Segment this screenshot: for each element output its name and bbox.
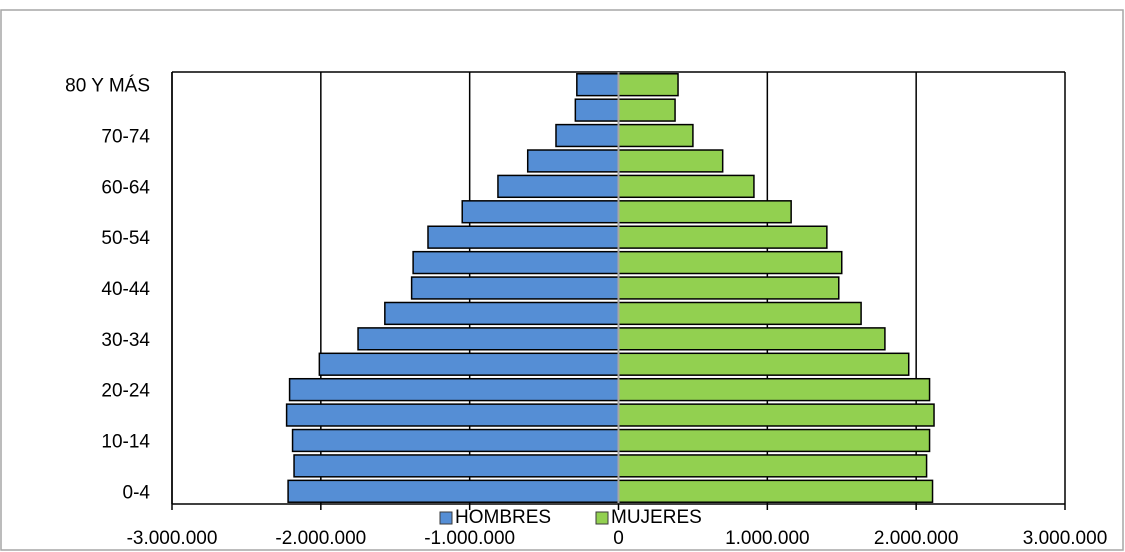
- x-tick-label: 1.000.000: [725, 528, 810, 549]
- bar-hombres-9: [412, 250, 620, 275]
- category-label: 40-44: [101, 279, 150, 300]
- bars: [285, 73, 935, 503]
- x-tick-label: -2.000.000: [275, 528, 366, 549]
- legend: HOMBRES MUJERES: [439, 507, 702, 528]
- bar-mujeres-8: [617, 276, 840, 300]
- bar-mujeres-11: [617, 200, 792, 224]
- x-tick-label: 2.000.000: [874, 528, 959, 549]
- bar-hombres-7: [384, 301, 620, 326]
- bar-hombres-0: [287, 479, 620, 503]
- category-label: 10-14: [101, 431, 150, 452]
- category-label: 0-4: [123, 482, 151, 503]
- bar-hombres-3: [285, 403, 620, 427]
- bar-hombres-15: [574, 98, 620, 122]
- category-labels: 0-4 10-14 20-24 30-34 40-44 50-54 60-64 70-74 80…: [65, 76, 150, 504]
- x-tick-label: 3.000.000: [1023, 528, 1108, 549]
- category-label: 80 Y MÁS: [65, 76, 150, 97]
- category-label: 50-54: [101, 228, 150, 249]
- x-tick-labels: -3.000.000 -2.000.000 -1.000.000 0 1.000.000…: [127, 528, 1108, 549]
- bar-mujeres-15: [617, 98, 676, 122]
- category-label: 60-64: [101, 177, 150, 198]
- legend-swatch-hombres: [439, 511, 453, 525]
- bar-mujeres-4: [617, 377, 931, 402]
- category-label: 70-74: [101, 127, 150, 148]
- bar-mujeres-9: [617, 250, 843, 275]
- bar-mujeres-5: [617, 352, 910, 376]
- bar-mujeres-12: [617, 174, 755, 199]
- x-tick-label: -1.000.000: [424, 528, 515, 549]
- bar-mujeres-0: [617, 479, 934, 503]
- x-tick-label: -3.000.000: [127, 528, 218, 549]
- bar-hombres-1: [293, 454, 620, 478]
- legend-label-mujeres: MUJERES: [611, 507, 702, 528]
- bar-hombres-10: [427, 225, 620, 249]
- bar-hombres-14: [555, 123, 620, 148]
- bar-mujeres-10: [617, 225, 828, 249]
- bar-mujeres-3: [617, 403, 935, 427]
- bar-mujeres-7: [617, 301, 862, 326]
- bar-hombres-4: [288, 377, 620, 402]
- bar-hombres-5: [318, 352, 620, 376]
- bar-hombres-6: [357, 327, 620, 351]
- bar-mujeres-2: [617, 428, 931, 453]
- bar-hombres-8: [410, 276, 620, 300]
- category-label: 30-34: [101, 330, 150, 351]
- bar-mujeres-13: [617, 149, 724, 173]
- x-tick-label: 0: [613, 528, 624, 549]
- bar-hombres-16: [576, 73, 620, 97]
- bar-hombres-2: [291, 428, 620, 453]
- legend-swatch-mujeres: [595, 511, 609, 525]
- legend-label-hombres: HOMBRES: [455, 507, 551, 528]
- bar-mujeres-16: [617, 73, 679, 97]
- category-label: 20-24: [101, 381, 150, 402]
- bar-hombres-12: [497, 174, 620, 199]
- bar-mujeres-14: [617, 123, 694, 148]
- bar-hombres-13: [526, 149, 620, 173]
- axes: [171, 72, 1066, 510]
- bar-hombres-11: [461, 200, 620, 224]
- bar-mujeres-6: [617, 327, 886, 351]
- bar-mujeres-1: [617, 454, 928, 478]
